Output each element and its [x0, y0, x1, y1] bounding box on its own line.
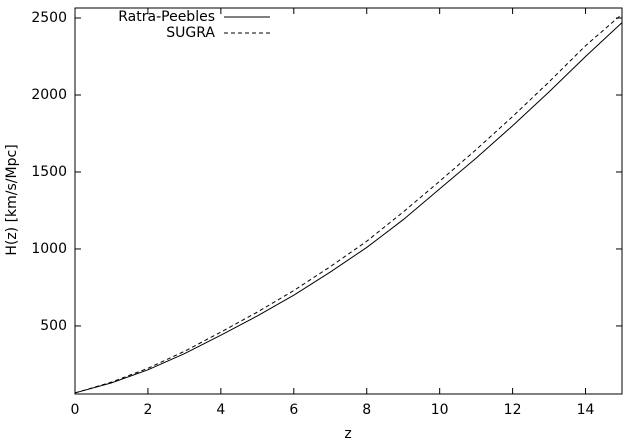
x-tick-label: 2	[143, 402, 152, 418]
x-tick-label: 12	[504, 402, 522, 418]
x-tick-label: 6	[289, 402, 298, 418]
series-line	[74, 22, 623, 394]
y-tick-label: 1000	[31, 241, 67, 257]
legend-label: Ratra-Peebles	[118, 9, 215, 25]
legend-label: SUGRA	[166, 25, 215, 41]
x-tick-label: 10	[431, 402, 449, 418]
x-axis-label: z	[344, 426, 351, 441]
y-tick-label: 500	[40, 318, 67, 334]
y-tick-label: 2500	[31, 10, 67, 26]
x-tick-label: 4	[216, 402, 225, 418]
x-tick-label: 8	[362, 402, 371, 418]
series-line	[74, 13, 623, 394]
x-tick-label: 0	[71, 402, 80, 418]
plot-frame	[74, 7, 623, 395]
y-tick-label: 1500	[31, 164, 67, 180]
y-axis-label: H(z) [km/s/Mpc]	[4, 144, 20, 255]
x-tick-label: 14	[577, 402, 595, 418]
y-tick-label: 2000	[31, 87, 67, 103]
